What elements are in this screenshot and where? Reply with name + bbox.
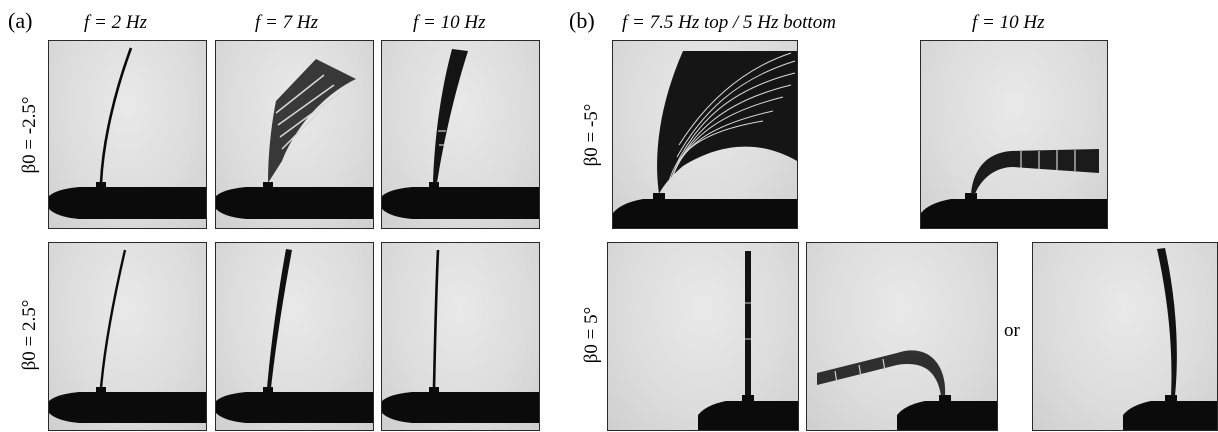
photo-a-neg-2hz [48,40,207,229]
photo-a-neg-7hz [215,40,374,229]
photo-b-pos-10hz-b [1032,242,1218,431]
col-header-a-10hz: f = 10 Hz [413,12,486,33]
photo-a-pos-2hz [48,242,207,431]
photo-b-pos-5hz-a [607,242,799,431]
photo-b-neg-10hz [920,40,1108,229]
panel-a-label: (a) [8,8,33,33]
panel-b-label: (b) [569,8,595,33]
col-header-b-right: f = 10 Hz [972,12,1045,33]
photo-b-neg-7-5hz [612,40,798,229]
col-header-b-left: f = 7.5 Hz top / 5 Hz bottom [622,12,836,33]
photo-a-pos-7hz [215,242,374,431]
photo-a-pos-10hz [381,242,540,431]
photo-b-pos-10hz-a [806,242,998,431]
or-text: or [1004,320,1020,341]
col-header-a-7hz: f = 7 Hz [255,12,318,33]
photo-a-neg-10hz [381,40,540,229]
col-header-a-2hz: f = 2 Hz [84,12,147,33]
